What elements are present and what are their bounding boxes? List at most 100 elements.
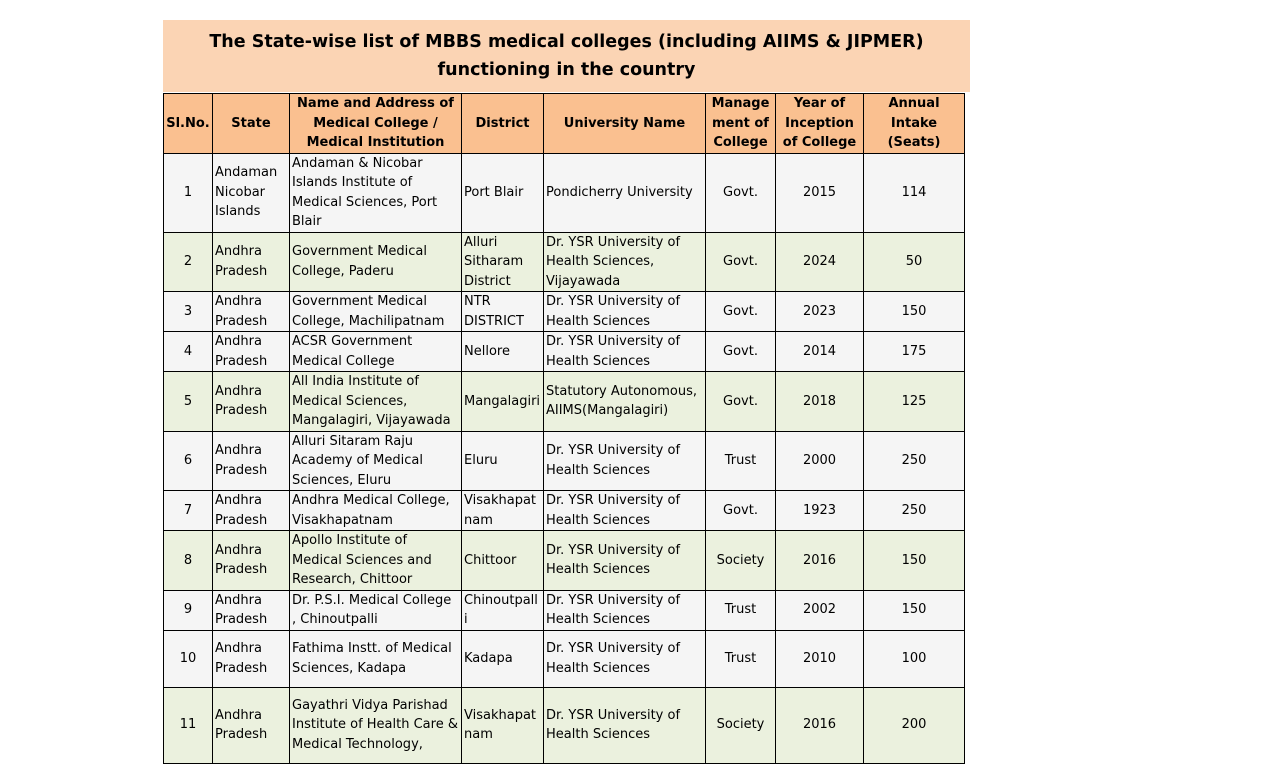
table-cell: 3 (163, 291, 213, 332)
table-cell: Mangalagiri (461, 371, 544, 432)
table-cell: ACSR Government Medical College (289, 331, 462, 372)
table-cell: Chinoutpalli (461, 589, 544, 631)
table-cell: Andaman & Nicobar Islands Institute of M… (289, 152, 462, 233)
table-cell: Society (705, 530, 776, 591)
table-cell: Fathima Instt. of Medical Sciences, Kada… (289, 629, 462, 688)
table-cell: 250 (863, 430, 965, 491)
table-cell: Apollo Institute of Medical Sciences and… (289, 530, 462, 591)
column-header: Year of Inception of College (775, 93, 864, 154)
table-cell: 7 (163, 490, 213, 531)
table-cell: 9 (163, 589, 213, 631)
table-cell: 100 (863, 629, 965, 688)
table-cell: 1 (163, 152, 213, 233)
table-cell: Govt. (705, 371, 776, 432)
column-header: Name and Address of Medical College / Me… (289, 93, 462, 154)
table-cell: 2010 (775, 629, 864, 688)
table-cell: Andhra Pradesh (212, 589, 290, 631)
header-row: Sl.No. State Name and Address of Medical C… (163, 93, 965, 154)
table-cell: 2002 (775, 589, 864, 631)
table-row: 2 Andhra Pradesh Government Medical Colleg… (163, 231, 965, 292)
table-cell: Andhra Pradesh (212, 430, 290, 491)
table-cell: Visakhapatnam (461, 490, 544, 531)
table-cell: 150 (863, 589, 965, 631)
table-cell: Trust (705, 629, 776, 688)
table-cell: Andhra Pradesh (212, 686, 290, 764)
column-header: State (212, 93, 290, 154)
table-cell: Society (705, 686, 776, 764)
table-row: 5 Andhra Pradesh All India Institute of Me… (163, 371, 965, 432)
table-row: 1 Andaman Nicobar Islands Andaman & Nicoba… (163, 152, 965, 233)
table-cell: Andhra Pradesh (212, 331, 290, 372)
table-row: 6 Andhra Pradesh Alluri Sitaram Raju Acade… (163, 430, 965, 491)
table-cell: Visakhapatnam (461, 686, 544, 764)
table-cell: 1923 (775, 490, 864, 531)
column-header: District (461, 93, 544, 154)
table-cell: Dr. YSR University of Health Sciences (543, 490, 706, 531)
table-cell: 150 (863, 291, 965, 332)
table-cell: Andhra Medical College, Visakhapatnam (289, 490, 462, 531)
table-cell: Govt. (705, 231, 776, 292)
table-cell: Alluri Sitaram Raju Academy of Medical S… (289, 430, 462, 491)
table-cell: 2023 (775, 291, 864, 332)
table-cell: 250 (863, 490, 965, 531)
table-row: 4 Andhra Pradesh ACSR Government Medical C… (163, 331, 965, 372)
table-cell: Statutory Autonomous, AIIMS(Mangalagiri) (543, 371, 706, 432)
table-cell: Andhra Pradesh (212, 231, 290, 292)
table-cell: 114 (863, 152, 965, 233)
table-cell: Chittoor (461, 530, 544, 591)
table-cell: Govt. (705, 331, 776, 372)
column-header: University Name (543, 93, 706, 154)
table-cell: Dr. YSR University of Health Sciences (543, 430, 706, 491)
table-cell: 10 (163, 629, 213, 688)
table-cell: Govt. (705, 152, 776, 233)
table-row: 3 Andhra Pradesh Government Medical Colleg… (163, 291, 965, 332)
table-row: 10 Andhra Pradesh Fathima Instt. of Medica… (163, 629, 965, 688)
column-header: Annual Intake (Seats) (863, 93, 965, 154)
table-cell: 2018 (775, 371, 864, 432)
table-cell: Dr. YSR University of Health Sciences (543, 589, 706, 631)
table-cell: 2016 (775, 686, 864, 764)
table-cell: Nellore (461, 331, 544, 372)
table-cell: Government Medical College, Paderu (289, 231, 462, 292)
table-cell: Dr. P.S.I. Medical College , Chinoutpall… (289, 589, 462, 631)
table-cell: 200 (863, 686, 965, 764)
table-cell: Andhra Pradesh (212, 490, 290, 531)
table-cell: 4 (163, 331, 213, 372)
table-cell: Andhra Pradesh (212, 629, 290, 688)
table-cell: Kadapa (461, 629, 544, 688)
table-cell: Andhra Pradesh (212, 291, 290, 332)
table-cell: Govt. (705, 490, 776, 531)
table-cell: Trust (705, 430, 776, 491)
table-cell: Port Blair (461, 152, 544, 233)
table-cell: 6 (163, 430, 213, 491)
table-cell: Dr. YSR University of Health Sciences, V… (543, 231, 706, 292)
table-cell: Pondicherry University (543, 152, 706, 233)
college-table: Sl.No. State Name and Address of Medical C… (163, 93, 965, 764)
table-row: 9 Andhra Pradesh Dr. P.S.I. Medical Colleg… (163, 589, 965, 631)
table-row: 11 Andhra Pradesh Gayathri Vidya Parishad … (163, 686, 965, 764)
table-cell: 2 (163, 231, 213, 292)
table-cell: Dr. YSR University of Health Sciences (543, 629, 706, 688)
table-cell: Dr. YSR University of Health Sciences (543, 530, 706, 591)
table-cell: 11 (163, 686, 213, 764)
table-row: 7 Andhra Pradesh Andhra Medical College, V… (163, 490, 965, 531)
table-cell: 150 (863, 530, 965, 591)
column-header: Sl.No. (163, 93, 213, 154)
table-cell: Dr. YSR University of Health Sciences (543, 331, 706, 372)
table-cell: Government Medical College, Machilipatna… (289, 291, 462, 332)
table-cell: NTR DISTRICT (461, 291, 544, 332)
table-cell: Andhra Pradesh (212, 530, 290, 591)
table-cell: All India Institute of Medical Sciences,… (289, 371, 462, 432)
table-cell: Dr. YSR University of Health Sciences (543, 686, 706, 764)
column-header: Management of College (705, 93, 776, 154)
table-cell: 2016 (775, 530, 864, 591)
table-cell: 2024 (775, 231, 864, 292)
table-cell: 2015 (775, 152, 864, 233)
table-cell: Gayathri Vidya Parishad Institute of Hea… (289, 686, 462, 764)
table-cell: 50 (863, 231, 965, 292)
table-cell: 5 (163, 371, 213, 432)
table-cell: Dr. YSR University of Health Sciences (543, 291, 706, 332)
table-cell: 8 (163, 530, 213, 591)
table-cell: Alluri Sitharam District (461, 231, 544, 292)
table-row: 8 Andhra Pradesh Apollo Institute of Medic… (163, 530, 965, 591)
